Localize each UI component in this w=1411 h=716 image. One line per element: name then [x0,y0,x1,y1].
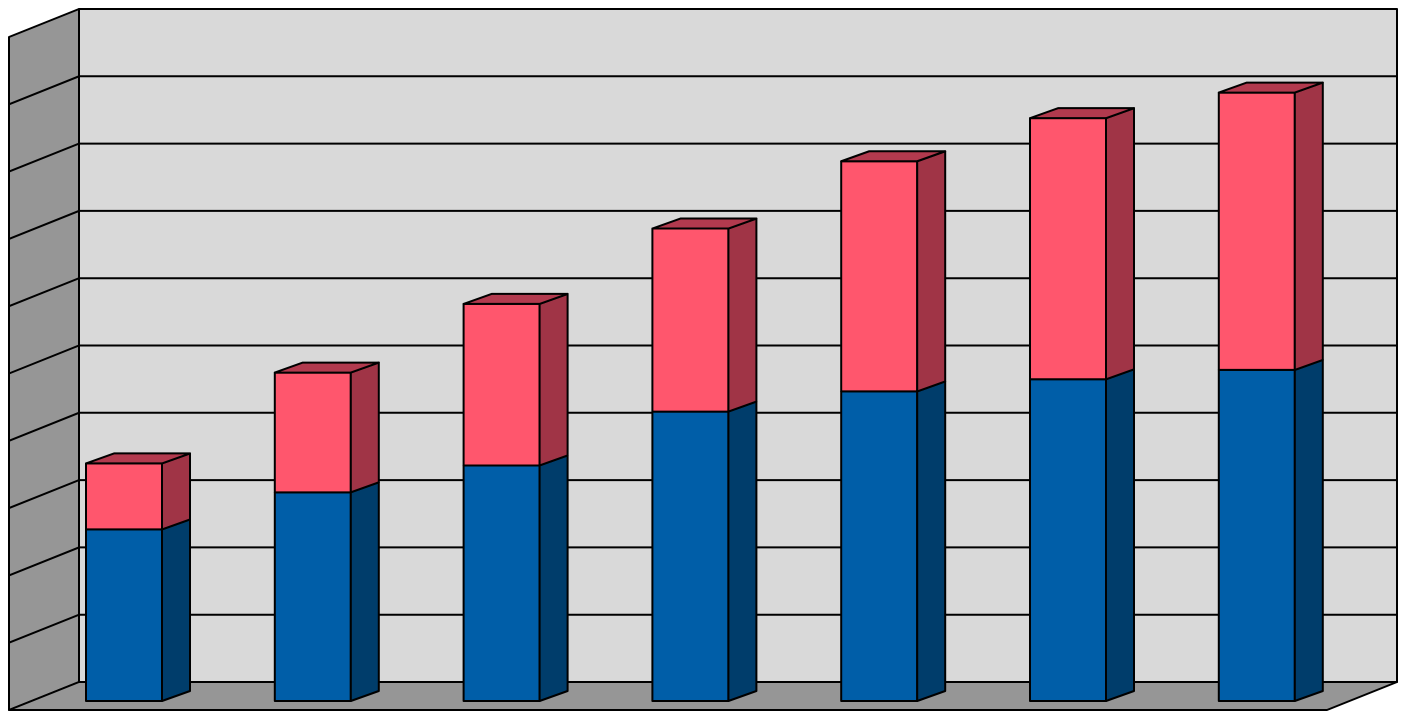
bar-side-face [916,380,947,702]
bar-top-face [1217,81,1324,94]
bar-front-face [273,371,352,494]
bar-side-face [538,454,569,702]
gridline [8,75,1397,106]
gridlines [8,75,1397,644]
bar-front-face [840,390,919,702]
bar-segment-series-1 [85,518,191,702]
bar-side-face [1293,81,1324,371]
bar-segment-series-1 [651,400,758,702]
gridline [8,411,1397,442]
gridline [8,277,1397,308]
bar-side-face [538,292,569,467]
bar-front-face [462,302,541,467]
bar-segment-series-2 [85,452,191,531]
gridline [8,142,1397,173]
bar-side-face [161,518,191,702]
bar-top-face [273,361,380,374]
bar-segment-series-2 [273,361,380,494]
bar-segment-series-2 [651,217,758,413]
bar-segment-series-1 [1029,368,1135,702]
bar-front-face [1029,378,1107,702]
bar-side-face [349,481,380,702]
bar-side-face [1105,368,1135,702]
bar-side-face [727,217,758,413]
bar-front-face [1029,117,1107,381]
bar-top-face [651,217,758,230]
bar-side-face [727,400,758,702]
bar-top-face [462,292,569,305]
bar-segment-series-1 [840,380,947,702]
bar-segment-series-2 [1217,81,1324,371]
bar-top-face [1029,107,1135,120]
gridline [8,344,1397,375]
bar-front-face [85,462,163,531]
gridline [8,209,1397,240]
bar-top-face [840,150,947,163]
bar-segment-series-1 [462,454,569,702]
bar-side-face [161,452,191,531]
bar-side-face [916,150,947,393]
bar-segment-series-1 [273,481,380,702]
bar-top-face [85,452,191,465]
bar-front-face [651,227,730,413]
bar-side-face [1105,107,1135,381]
bar-front-face [1217,368,1296,702]
bar-front-face [651,410,730,702]
bar-front-face [1217,91,1296,371]
bar-front-face [840,160,919,393]
gridline [8,613,1397,644]
bars [85,81,1324,702]
bar-segment-series-2 [1029,107,1135,381]
gridline [8,546,1397,577]
bar-front-face [273,491,352,702]
bar-side-face [349,361,380,494]
bar-segment-series-2 [840,150,947,393]
gridline [8,479,1397,510]
bar-front-face [85,528,163,702]
bar-side-face [1293,358,1324,702]
bar-front-face [462,464,541,702]
bar-segment-series-2 [462,292,569,467]
bar-segment-series-1 [1217,358,1324,702]
